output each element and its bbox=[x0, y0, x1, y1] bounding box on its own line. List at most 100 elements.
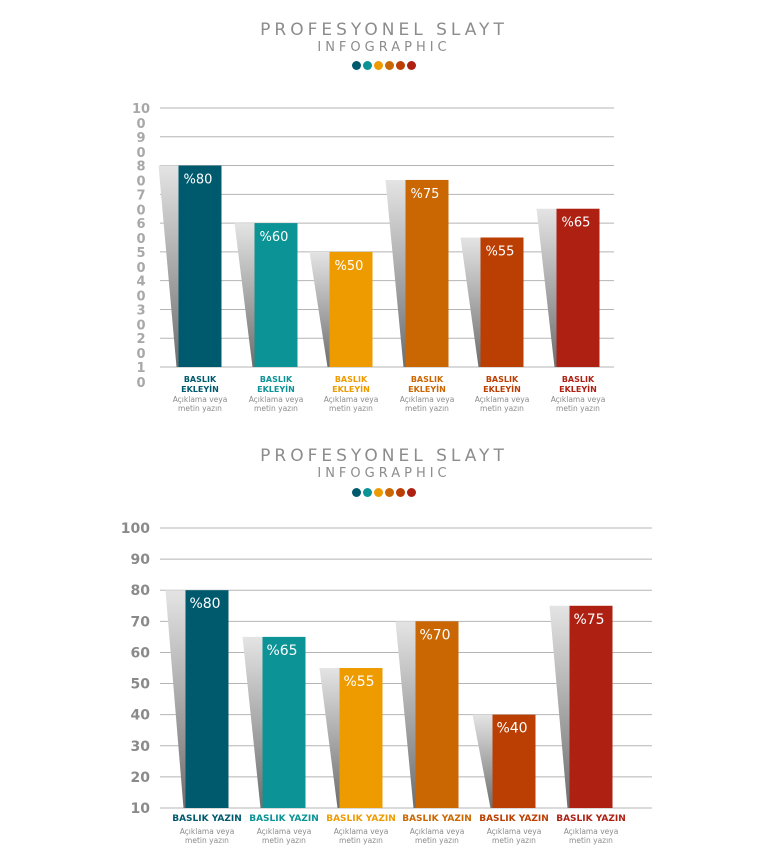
y-tick-label: 7 bbox=[136, 188, 145, 203]
bar bbox=[415, 621, 459, 808]
bar-shadow bbox=[234, 223, 255, 367]
bar-value-label: %65 bbox=[562, 216, 591, 231]
category-label: BASLIK YAZIN bbox=[479, 814, 549, 824]
color-dot bbox=[352, 488, 361, 497]
category-description: Açıklama veya metin yazın bbox=[172, 395, 228, 413]
color-dot bbox=[374, 61, 383, 70]
y-tick-label: 8 bbox=[136, 160, 145, 175]
category-label: BASLIK YAZIN bbox=[172, 814, 242, 824]
y-tick-label: 9 bbox=[136, 131, 145, 146]
bar-shadow bbox=[385, 179, 406, 367]
y-tick-label: 5 bbox=[136, 246, 145, 261]
bar-value-label: %50 bbox=[335, 259, 364, 274]
bar-value-label: %55 bbox=[343, 674, 374, 690]
category-label: BASLIK YAZIN bbox=[402, 814, 472, 824]
y-tick-label: 0 bbox=[136, 376, 145, 391]
bar-shadow bbox=[158, 165, 179, 367]
category-description: Açıklama veya metin yazın bbox=[486, 827, 542, 845]
y-tick-label: 0 bbox=[136, 175, 145, 190]
color-dots bbox=[0, 488, 768, 497]
color-dot bbox=[396, 488, 405, 497]
y-tick-label: 80 bbox=[131, 583, 151, 599]
y-tick-label: 100 bbox=[121, 521, 150, 537]
y-tick-label: 10 bbox=[131, 801, 151, 817]
y-tick-label: 30 bbox=[131, 739, 151, 755]
category-label: BASLIK EKLEYİN bbox=[408, 375, 446, 394]
bar-shadow bbox=[472, 714, 493, 808]
bar-shadow bbox=[536, 208, 557, 367]
category-description: Açıklama veya metin yazın bbox=[179, 827, 235, 845]
category-description: Açıklama veya metin yazın bbox=[409, 827, 465, 845]
y-tick-label: 0 bbox=[136, 146, 145, 161]
bar-shadow bbox=[309, 251, 330, 367]
chart-panel-1: PROFESYONEL SLAYT INFOGRAPHIC 10 0 9 0 8 0 7 0 6… bbox=[0, 0, 768, 430]
y-tick-label: 1 bbox=[136, 361, 145, 376]
y-tick-label: 50 bbox=[131, 677, 151, 693]
color-dot bbox=[407, 61, 416, 70]
bar-value-label: %60 bbox=[260, 230, 289, 245]
bar-value-label: %55 bbox=[486, 245, 515, 260]
y-tick-label: 60 bbox=[131, 645, 151, 661]
category-label: BASLIK YAZIN bbox=[249, 814, 319, 824]
color-dot bbox=[363, 61, 372, 70]
bar bbox=[339, 668, 383, 808]
y-tick-label: 0 bbox=[136, 232, 145, 247]
category-label: BASLIK YAZIN bbox=[556, 814, 626, 824]
chart-subtitle: INFOGRAPHIC bbox=[317, 466, 451, 481]
category-label: BASLIK EKLEYİN bbox=[257, 375, 295, 394]
y-tick-label: 2 bbox=[136, 332, 145, 347]
category-description: Açıklama veya metin yazın bbox=[248, 395, 304, 413]
chart-panel-2: PROFESYONEL SLAYT INFOGRAPHIC 100 90 80 70 6… bbox=[0, 432, 768, 866]
bar-value-label: %70 bbox=[419, 627, 450, 643]
y-tick-label: 90 bbox=[131, 552, 151, 568]
bar bbox=[254, 223, 298, 367]
bar-chart-2: 100 90 80 70 60 50 40 30 20 10 %80 %65 %55 %70 %40 %75 bbox=[121, 521, 652, 817]
color-dot bbox=[396, 61, 405, 70]
category-label: BASLIK EKLEYİN bbox=[332, 375, 370, 394]
chart-title: PROFESYONEL SLAYT bbox=[260, 446, 508, 466]
bar bbox=[178, 165, 222, 367]
color-dot bbox=[407, 488, 416, 497]
color-dot bbox=[352, 61, 361, 70]
bar-value-label: %40 bbox=[496, 721, 527, 737]
bar-shadow bbox=[460, 237, 481, 367]
y-tick-label: 0 bbox=[136, 347, 145, 362]
chart-subtitle: INFOGRAPHIC bbox=[317, 40, 451, 55]
bar bbox=[405, 179, 449, 367]
y-tick-label: 0 bbox=[136, 290, 145, 305]
y-tick-label: 0 bbox=[136, 318, 145, 333]
bar bbox=[185, 590, 229, 808]
bar-value-label: %80 bbox=[184, 173, 213, 188]
y-tick-label: 0 bbox=[136, 203, 145, 218]
y-tick-label: 20 bbox=[131, 770, 151, 786]
bar bbox=[262, 636, 306, 808]
color-dot bbox=[363, 488, 372, 497]
bar-value-label: %75 bbox=[573, 612, 604, 628]
category-label: BASLIK EKLEYİN bbox=[181, 375, 219, 394]
bar bbox=[329, 251, 373, 367]
y-tick-label: 40 bbox=[131, 708, 151, 724]
y-tick-label: 0 bbox=[136, 261, 145, 276]
bar-shadow bbox=[165, 590, 186, 808]
category-description: Açıklama veya metin yazın bbox=[333, 827, 389, 845]
category-label: BASLIK EKLEYİN bbox=[483, 375, 521, 394]
category-label: BASLIK YAZIN bbox=[326, 814, 396, 824]
bar-value-label: %75 bbox=[411, 187, 440, 202]
category-description: Açıklama veya metin yazın bbox=[550, 395, 606, 413]
y-tick-label: 4 bbox=[136, 275, 145, 290]
color-dot bbox=[374, 488, 383, 497]
color-dot bbox=[385, 488, 394, 497]
bar-value-label: %80 bbox=[189, 596, 220, 612]
bar-shadow bbox=[549, 605, 570, 808]
bar bbox=[480, 237, 524, 367]
y-tick-label: 10 bbox=[132, 102, 150, 117]
y-tick-label: 70 bbox=[131, 614, 151, 630]
bar bbox=[556, 208, 600, 367]
y-tick-label: 3 bbox=[136, 303, 145, 318]
bar bbox=[492, 714, 536, 808]
color-dot bbox=[385, 61, 394, 70]
category-description: Açıklama veya metin yazın bbox=[256, 827, 312, 845]
category-description: Açıklama veya metin yazın bbox=[563, 827, 619, 845]
bar-shadow bbox=[319, 668, 340, 808]
